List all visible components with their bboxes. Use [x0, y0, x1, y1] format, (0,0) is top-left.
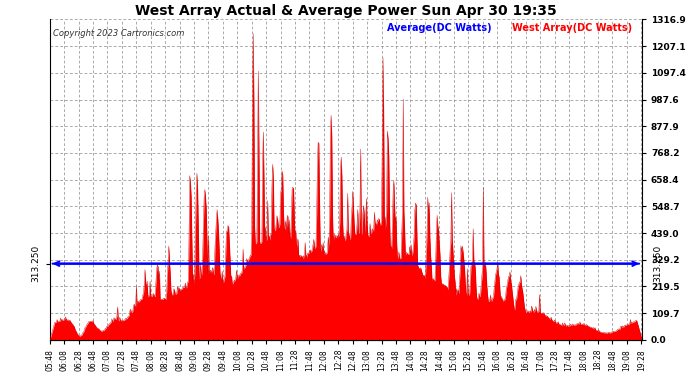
Text: Copyright 2023 Cartronics.com: Copyright 2023 Cartronics.com [52, 29, 184, 38]
Text: Average(DC Watts): Average(DC Watts) [387, 22, 492, 33]
Title: West Array Actual & Average Power Sun Apr 30 19:35: West Array Actual & Average Power Sun Ap… [135, 4, 557, 18]
Text: 313.250: 313.250 [653, 245, 662, 282]
Text: West Array(DC Watts): West Array(DC Watts) [512, 22, 632, 33]
